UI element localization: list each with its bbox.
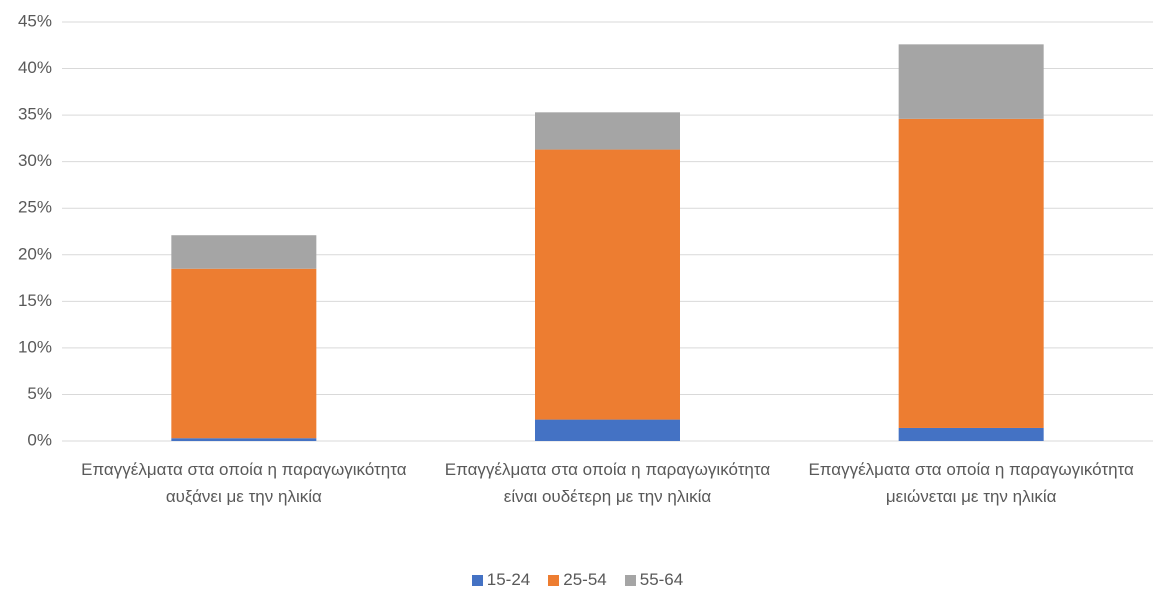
bar-segment xyxy=(898,44,1044,119)
y-tick-label: 20% xyxy=(18,244,52,263)
bar-segment xyxy=(898,427,1044,441)
legend-swatch xyxy=(624,574,636,586)
y-tick-label: 30% xyxy=(18,151,52,170)
bar-segment xyxy=(535,149,680,420)
legend-item: 15-24 xyxy=(471,570,531,590)
y-tick-label: 40% xyxy=(18,58,52,77)
legend: 15-24 25-54 55-64 xyxy=(0,570,1155,590)
legend-label: 15-24 xyxy=(486,570,531,589)
y-tick-label: 10% xyxy=(18,337,52,356)
y-tick-label: 25% xyxy=(18,198,52,217)
y-tick-label: 0% xyxy=(27,430,52,449)
bar-segment xyxy=(171,235,317,269)
bar-segment xyxy=(535,419,680,441)
bar-segment xyxy=(898,118,1044,428)
bar-segment xyxy=(171,268,317,439)
x-tick-label: Επαγγέλματα στα οποία η παραγωγικότητα μ… xyxy=(808,460,1134,506)
legend-label: 55-64 xyxy=(639,570,684,589)
y-tick-label: 15% xyxy=(18,291,52,310)
y-tick-label: 45% xyxy=(18,11,52,30)
legend-swatch xyxy=(471,574,483,586)
y-tick-label: 35% xyxy=(18,105,52,124)
legend-label: 25-54 xyxy=(563,570,607,589)
x-tick-label: Επαγγέλματα στα οποία η παραγωγικότητα α… xyxy=(81,460,407,506)
bar-segment xyxy=(171,438,317,441)
legend-swatch xyxy=(548,574,560,586)
legend-item: 25-54 xyxy=(548,570,607,590)
legend-item: 55-64 xyxy=(624,570,684,590)
y-tick-label: 5% xyxy=(27,384,52,403)
bar-segment xyxy=(535,112,680,150)
x-tick-label: Επαγγέλματα στα οποία η παραγωγικότητα ε… xyxy=(444,460,771,506)
